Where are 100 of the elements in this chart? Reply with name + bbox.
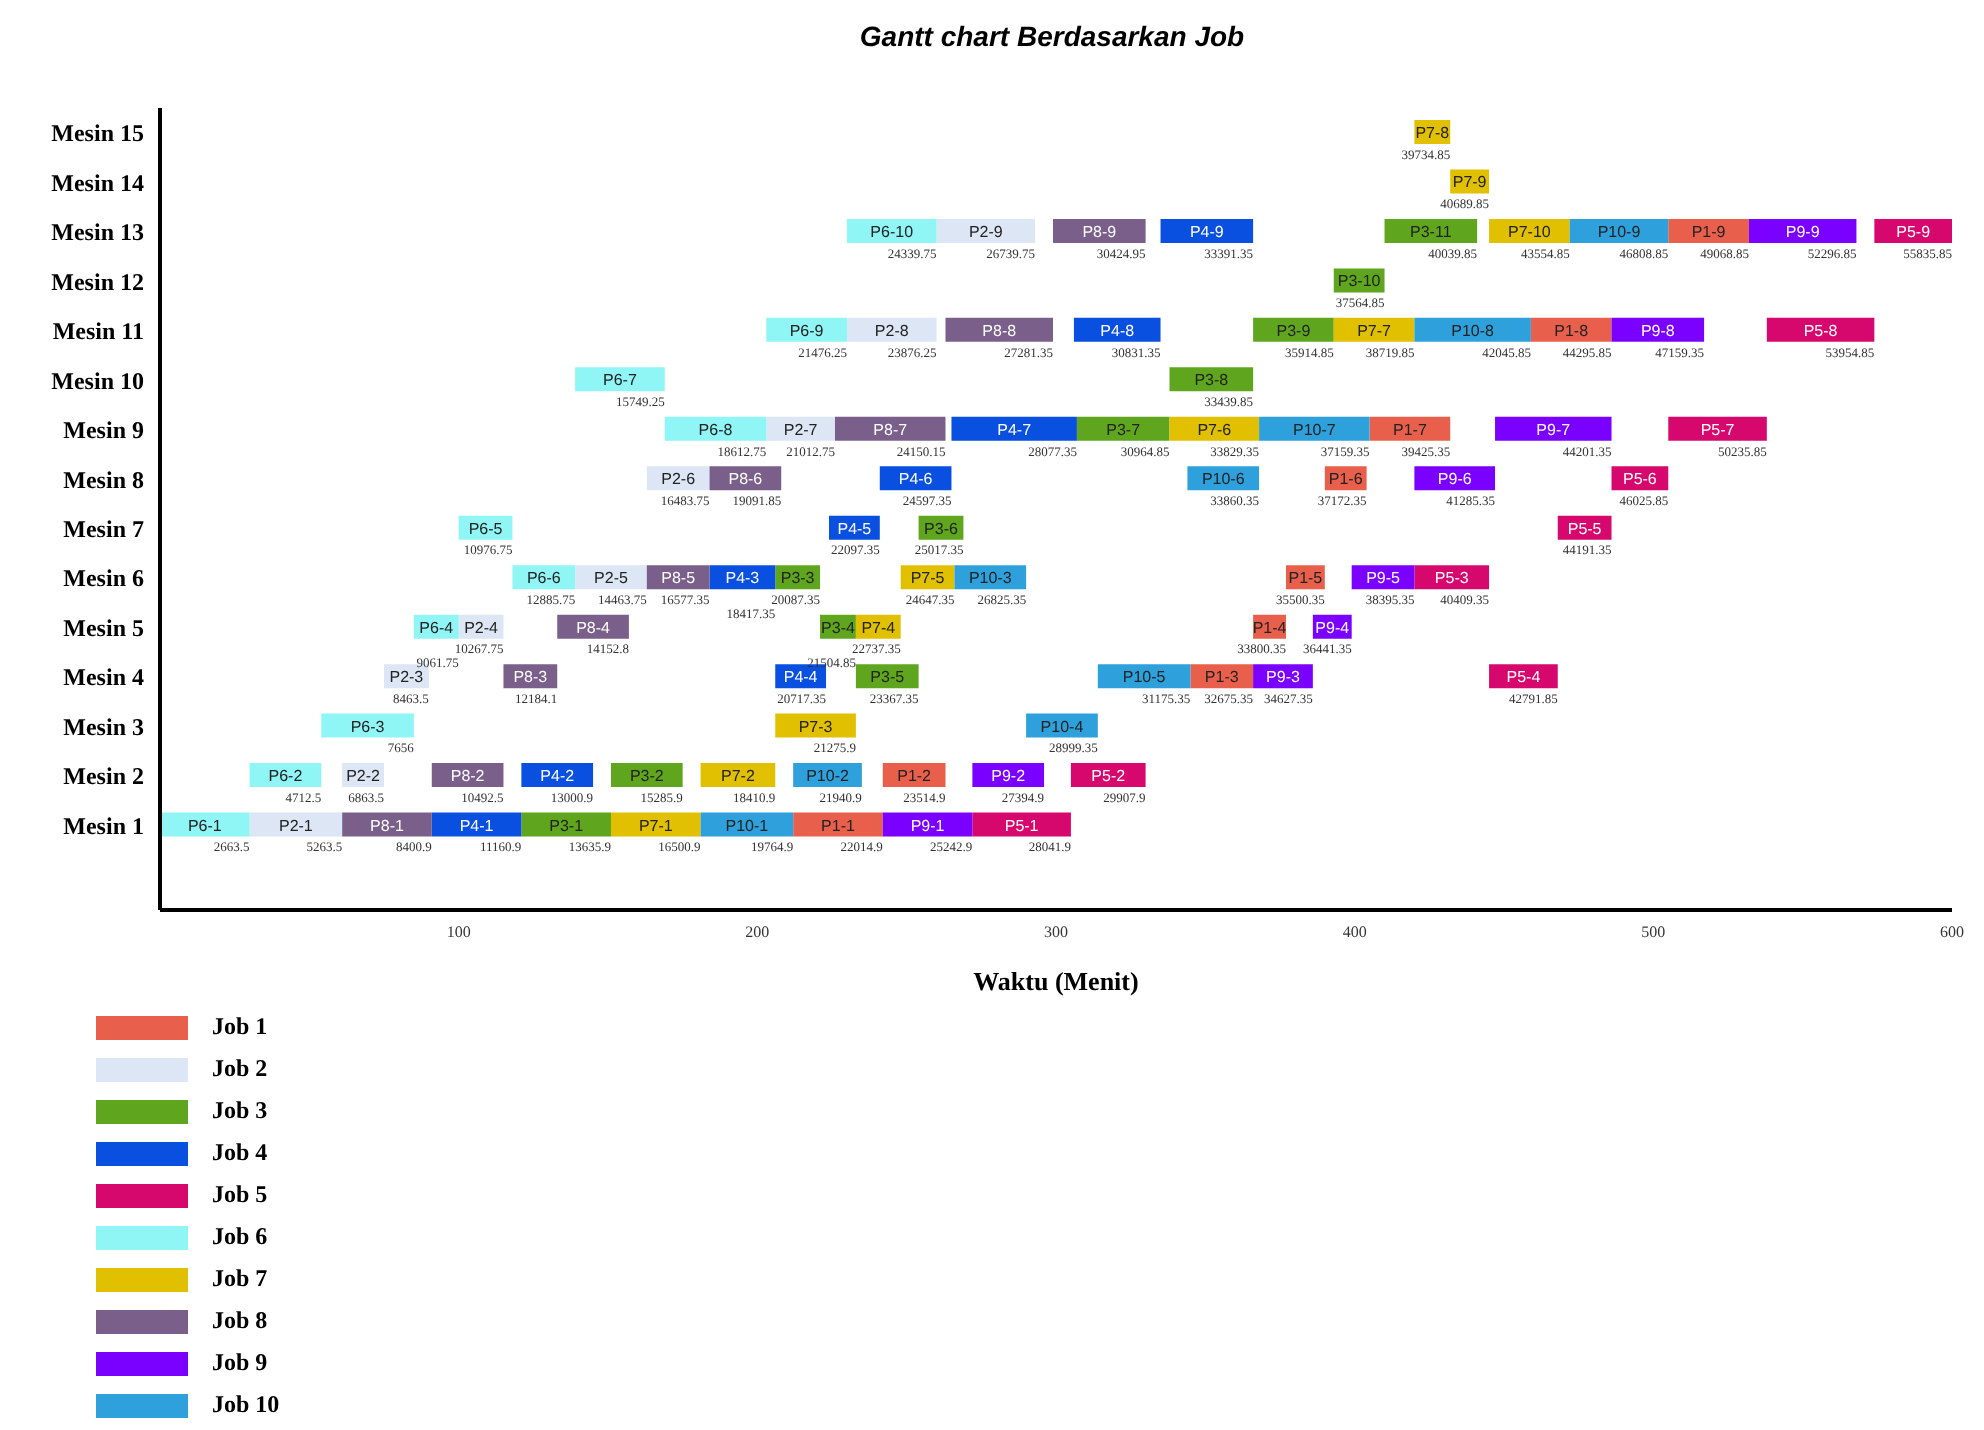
bar	[766, 317, 847, 342]
data-label: P3-11	[1410, 222, 1453, 241]
data-label: P3-8	[1194, 371, 1230, 390]
data-label: P2-4	[464, 618, 500, 637]
data-label: P3-2	[629, 767, 665, 786]
bar	[775, 713, 856, 738]
data-label: P6-1	[187, 816, 223, 835]
data-label: P2-1	[278, 816, 314, 835]
bar	[1053, 218, 1146, 243]
bar	[1530, 317, 1612, 342]
data-label: P10-4	[1040, 717, 1085, 736]
data-label: P8-3	[513, 668, 549, 687]
data-label: P3-10	[1337, 272, 1382, 291]
bar	[521, 763, 594, 788]
x-axis-title: Waktu (Menit)	[973, 966, 1139, 996]
data-label: P1-1	[821, 816, 856, 835]
data-label: P8-7	[873, 420, 909, 439]
data-label: P1-2	[897, 767, 933, 786]
bar	[610, 763, 683, 788]
data-label: P6-6	[526, 569, 562, 588]
data-label: P2-3	[389, 668, 425, 687]
data-label: P10-9	[1597, 222, 1642, 241]
bar	[1766, 317, 1875, 342]
data-label: P6-10	[870, 222, 915, 241]
legend-label: Job 9	[212, 1348, 268, 1378]
bar	[1668, 416, 1767, 441]
data-label: P8-1	[370, 816, 405, 835]
x-tick-label: 200	[745, 923, 770, 942]
data-label: P8-6	[728, 470, 764, 489]
x-tick-label: 100	[446, 923, 471, 942]
y-tick-label: Mesin 6	[63, 564, 144, 593]
bar	[1333, 317, 1415, 342]
data-label: P4-7	[997, 420, 1033, 439]
legend-label: Job 3	[212, 1096, 268, 1126]
data-label: P10-2	[806, 767, 850, 786]
data-label: P4-8	[1100, 321, 1136, 340]
data-label: P9-6	[1437, 470, 1473, 489]
y-tick-label: Mesin 9	[63, 416, 144, 445]
data-label: P4-3	[725, 569, 761, 588]
bar	[834, 416, 946, 441]
data-label: P5-5	[1567, 519, 1603, 538]
data-label: P5-2	[1091, 767, 1127, 786]
data-label: P9-3	[1266, 668, 1301, 687]
data-label: P8-8	[982, 321, 1018, 340]
y-tick-label: Mesin 2	[63, 762, 144, 791]
data-label: P3-3	[780, 569, 816, 588]
data-label: P2-5	[594, 569, 629, 588]
data-label: P8-4	[576, 618, 612, 637]
data-label: P6-9	[789, 321, 825, 340]
y-tick-label: Mesin 8	[63, 465, 144, 494]
data-label: P7-2	[721, 767, 756, 786]
bar	[1073, 317, 1161, 342]
data-label: P1-4	[1252, 618, 1288, 637]
data-label: P3-4	[821, 618, 856, 637]
data-label: P9-8	[1640, 321, 1676, 340]
chart-title: Gantt chart Berdasarkan Job	[857, 18, 1247, 56]
data-label: P6-7	[603, 371, 638, 390]
legend-label: Job 1	[212, 1012, 268, 1042]
data-label: P5-3	[1434, 569, 1470, 588]
bar	[1070, 763, 1146, 788]
data-label: P7-6	[1197, 420, 1233, 439]
bar	[951, 416, 1077, 441]
y-tick-label: Mesin 12	[51, 267, 144, 296]
data-label: P6-5	[468, 519, 504, 538]
bar	[1259, 416, 1370, 441]
bar	[160, 812, 250, 837]
x-tick-label: 600	[1940, 923, 1964, 942]
data-label: P4-5	[837, 519, 873, 538]
bar	[610, 812, 701, 837]
x-tick-label: 500	[1641, 923, 1666, 942]
bar	[1076, 416, 1170, 441]
bar	[321, 713, 414, 738]
data-label: P4-9	[1189, 222, 1225, 241]
data-label: P2-8	[874, 321, 910, 340]
data-label: P2-2	[346, 767, 382, 786]
data-label: P6-4	[419, 618, 455, 637]
data-label: P4-4	[783, 668, 819, 687]
bar	[1160, 218, 1254, 243]
bar	[342, 812, 432, 837]
legend-label: Job 8	[212, 1306, 268, 1336]
y-tick-label: Mesin 7	[63, 514, 144, 543]
bar	[945, 317, 1054, 342]
data-label: P4-1	[459, 816, 495, 835]
data-label: P5-8	[1803, 321, 1839, 340]
x-tick-label: 300	[1044, 923, 1068, 942]
data-label: P7-5	[910, 569, 946, 588]
data-label: P8-5	[661, 569, 697, 588]
data-label: P3-9	[1276, 321, 1312, 340]
data-label: P5-6	[1622, 470, 1658, 489]
data-label: P7-8	[1415, 124, 1451, 142]
bar	[249, 812, 343, 837]
bar	[882, 812, 973, 837]
data-label: P10-1	[725, 816, 770, 835]
data-label: P7-4	[861, 618, 897, 637]
data-label: P1-7	[1393, 420, 1428, 439]
bar	[1169, 416, 1260, 441]
bar	[1611, 317, 1705, 342]
data-label: P5-9	[1896, 222, 1932, 241]
data-label: P3-6	[924, 519, 960, 538]
bar	[1414, 317, 1531, 342]
